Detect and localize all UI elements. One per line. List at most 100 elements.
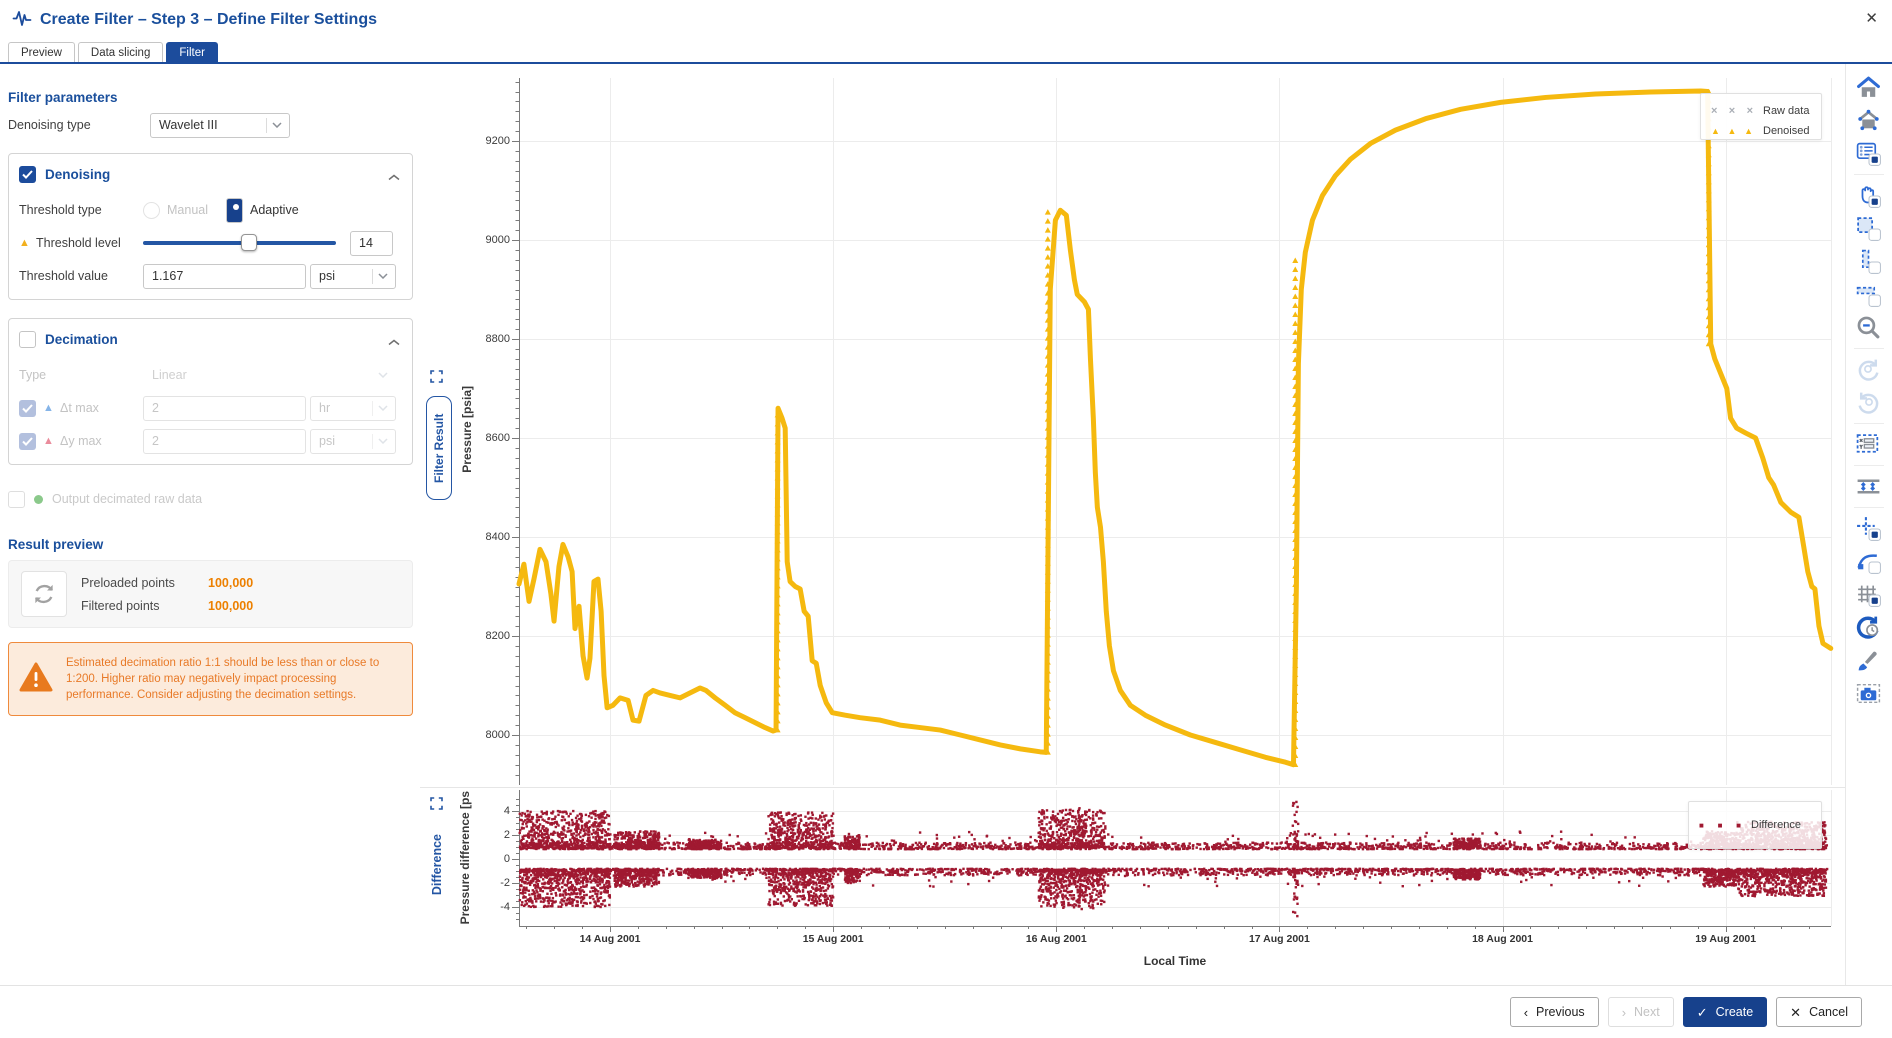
decimation-type-value: Linear [152,368,187,382]
difference-marker-icons: ■ ■ ■ [1699,820,1741,830]
denoising-type-select[interactable]: Wavelet III [150,112,290,138]
redo-zoom-icon [1855,389,1882,416]
dt-max-input: 2 [143,395,306,421]
chevron-down-icon [378,364,395,387]
x-tick-label: 17 Aug 2001 [1248,933,1310,945]
denoising-group: Denoising Threshold type Manual Adaptive… [8,153,413,300]
tab-data-slicing[interactable]: Data slicing [77,42,164,62]
time-sync-icon[interactable] [1855,614,1882,641]
raw-data-legend-label: Raw data [1763,105,1810,117]
dy-max-value: 2 [152,434,159,448]
undo-zoom-icon [1855,356,1882,383]
footer-bar: ‹ Previous › Next ✓ Create ✕ Cancel [0,985,1892,1038]
expand-filter-result-icon[interactable] [430,370,443,388]
threshold-manual-label: Manual [167,203,208,217]
threshold-type-label: Threshold type [19,203,102,217]
chevron-down-icon [372,265,395,288]
filter-parameters-panel: Filter parameters Denoising type Wavelet… [0,64,420,985]
difference-badge[interactable]: Difference [430,834,444,896]
tangent-icon[interactable] [1855,548,1882,575]
scale-y-icon[interactable] [1855,473,1882,500]
denoising-checkbox[interactable] [19,165,36,183]
threshold-level-marker-icon: ▲ [19,237,30,249]
zoom-x-icon[interactable] [1855,281,1882,308]
style-brush-icon[interactable] [1855,647,1882,674]
chart-toolbar [1845,64,1891,985]
output-decimated-checkbox[interactable] [8,490,25,508]
grid-icon[interactable] [1855,581,1882,608]
dt-max-unit-select: hr [310,395,396,421]
dialog-title: Create Filter – Step 3 – Define Filter S… [40,11,377,28]
decimation-title: Decimation [45,331,118,347]
dy-max-marker-icon: ▲ [43,435,54,447]
decimation-checkbox[interactable] [19,330,36,348]
difference-y-tick-label: 2 [503,828,510,841]
warning-triangle-icon [19,662,53,697]
threshold-level-input[interactable]: 14 [350,230,393,256]
filtered-points-value: 100,000 [208,598,254,613]
x-tick-label: 18 Aug 2001 [1472,933,1533,945]
pressure-y-tick-label: 8200 [485,629,510,642]
threshold-adaptive-radio[interactable] [226,197,243,223]
next-button[interactable]: › Next [1607,997,1674,1027]
previous-button[interactable]: ‹ Previous [1509,997,1599,1027]
title-bar: Create Filter – Step 3 – Define Filter S… [0,0,1892,40]
zoom-out-icon[interactable] [1855,314,1882,341]
pressure-y-tick-label: 8600 [485,431,510,444]
pressure-y-tick-label: 8800 [485,332,510,345]
chart-area: Filter Result Pressure [psia] Difference… [420,64,1845,985]
difference-y-tick-label: -2 [500,876,510,889]
expand-difference-icon[interactable] [430,797,443,815]
threshold-unit-value: psi [319,269,335,283]
fit-view-icon[interactable] [1855,107,1882,134]
filtered-points-label: Filtered points [81,598,160,613]
filter-parameters-heading: Filter parameters [8,90,118,105]
x-tick-label: 14 Aug 2001 [579,933,641,945]
check-icon: ✓ [1696,1004,1708,1020]
result-preview-box: Preloaded points 100,000 Filtered points… [8,560,413,628]
filter-result-legend[interactable]: × × × Raw data ▲ ▲ ▲ Denoised [1700,93,1822,140]
decimation-type-select: Linear [143,362,396,388]
filter-result-badge[interactable]: Filter Result [426,396,452,500]
chevron-down-icon [266,114,289,137]
chart-canvas[interactable] [420,64,1845,985]
denoising-type-value: Wavelet III [159,118,218,132]
close-icon[interactable]: ✕ [1865,10,1878,27]
dy-max-label: Δy max [60,434,102,448]
preloaded-points-value: 100,000 [208,575,254,590]
dy-max-unit: psi [319,434,335,448]
tab-bar: Preview Data slicing Filter [0,40,1892,64]
coordinates-icon[interactable] [1855,431,1882,458]
pressure-axis-title: Pressure [psia] [460,386,474,473]
result-preview-heading: Result preview [8,537,104,552]
x-tick-label: 15 Aug 2001 [802,933,864,945]
home-icon[interactable] [1855,74,1882,101]
collapse-chevron-icon[interactable] [388,168,400,186]
zoom-y-icon[interactable] [1855,248,1882,275]
snapshot-icon[interactable] [1855,680,1882,707]
threshold-manual-radio[interactable] [143,201,160,219]
difference-legend[interactable]: ■ ■ ■ Difference [1688,801,1822,849]
tab-filter[interactable]: Filter [166,42,218,62]
raw-data-marker-icons: × × × [1711,105,1753,117]
threshold-level-slider-handle[interactable] [241,234,258,251]
difference-legend-label: Difference [1751,819,1801,831]
tab-preview[interactable]: Preview [8,42,75,62]
toolbar-divider [1853,507,1884,508]
crosshair-icon[interactable] [1855,515,1882,542]
pressure-y-tick-label: 8000 [485,728,510,741]
threshold-value-input[interactable]: 1.167 [143,263,306,289]
threshold-level-slider[interactable] [143,234,336,252]
dy-max-checkbox [19,432,36,450]
cancel-button[interactable]: ✕ Cancel [1776,997,1862,1027]
plot-settings-icon[interactable] [1855,140,1882,167]
collapse-chevron-icon[interactable] [388,333,400,351]
threshold-level-value: 14 [359,236,373,250]
refresh-icon[interactable] [21,571,67,617]
zoom-box-icon[interactable] [1855,215,1882,242]
threshold-unit-select[interactable]: psi [310,263,396,289]
create-button[interactable]: ✓ Create [1682,997,1768,1027]
pan-icon[interactable] [1855,182,1882,209]
threshold-adaptive-label: Adaptive [250,203,299,217]
chevron-left-icon: ‹ [1523,1004,1529,1020]
